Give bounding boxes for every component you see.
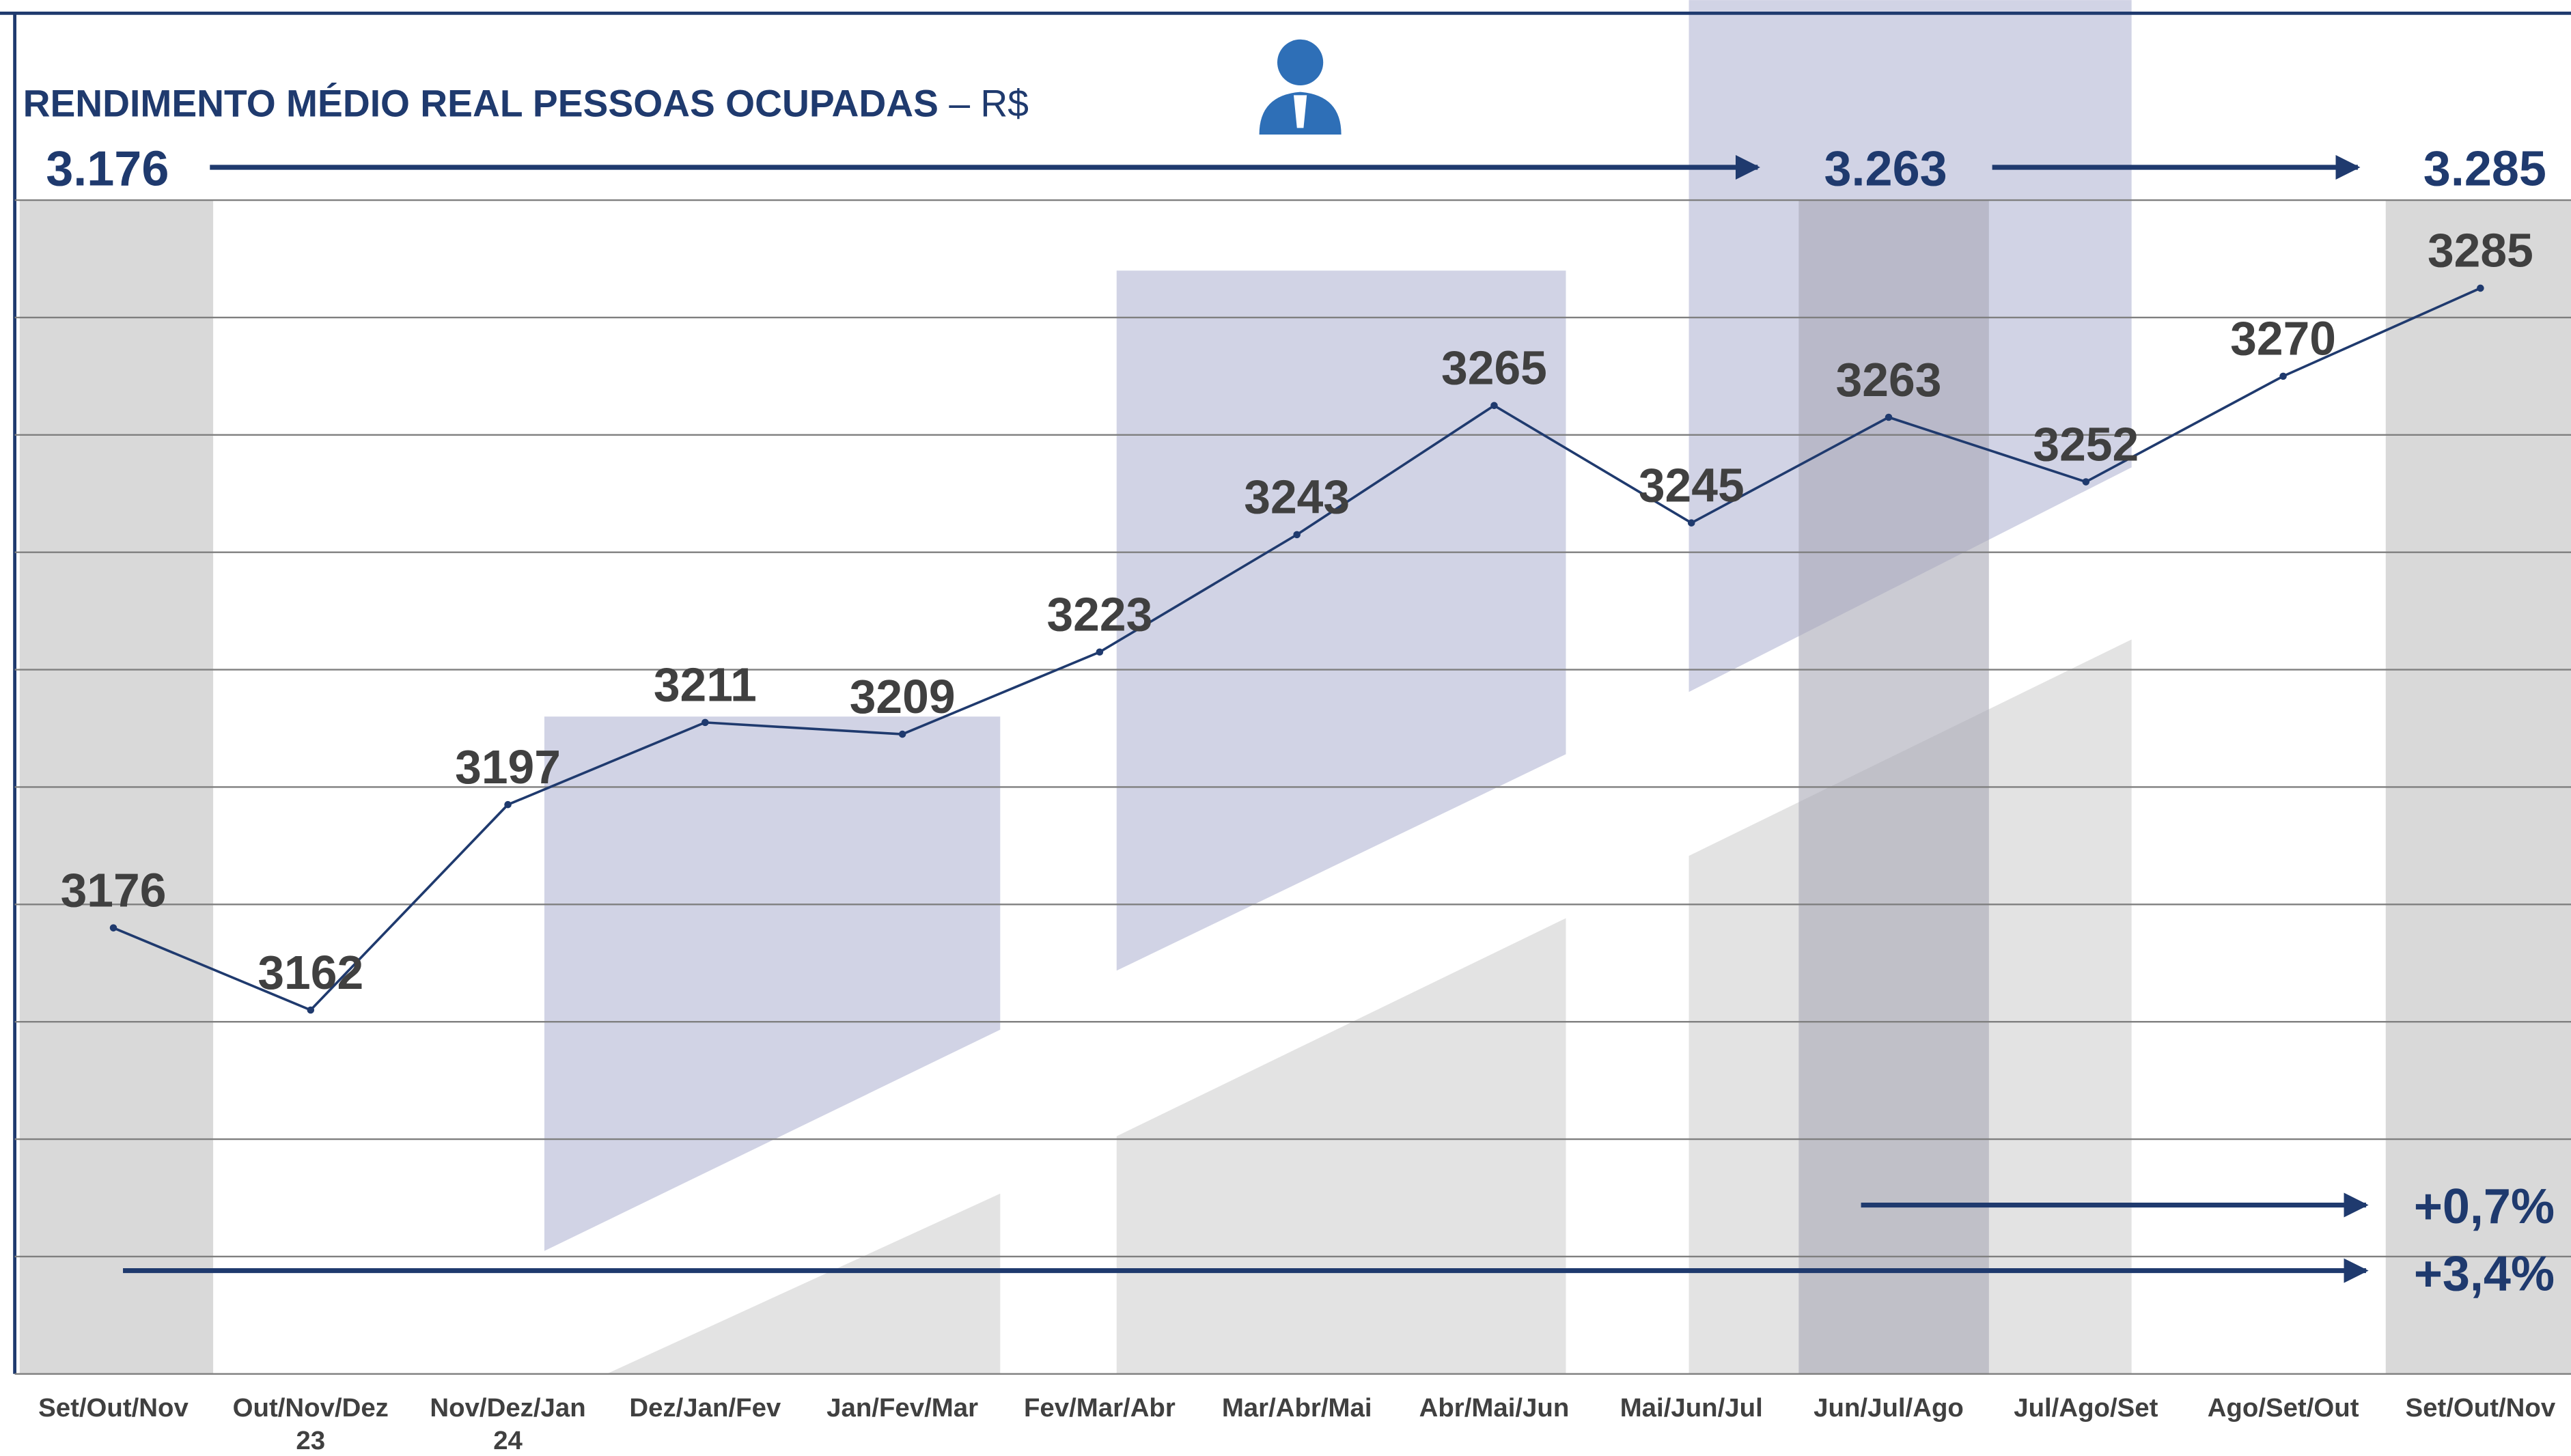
point — [109, 924, 117, 932]
point — [1293, 531, 1301, 539]
x-tick-label: Mai/Jun/Jul — [1620, 1393, 1763, 1423]
person-icon — [1259, 39, 1342, 135]
x-tick-label: Jul/Ago/Set — [2014, 1393, 2158, 1423]
data-label: 3245 — [1639, 458, 1745, 512]
point — [1885, 413, 1893, 421]
annotation-mid: 3.263 — [1824, 141, 1947, 196]
annotation-start: 3.176 — [46, 141, 169, 196]
point — [307, 1006, 315, 1014]
grid — [14, 199, 2571, 1375]
point — [1687, 519, 1695, 527]
annotation-change-long: +3,4% — [2414, 1246, 2555, 1301]
x-tick-label: Jun/Jul/Ago — [1813, 1393, 1964, 1423]
x-tick-label: Set/Out/Nov — [38, 1393, 189, 1423]
plot: Set/Out/Nov Out/Nov/Dez 23 Nov/Dez/Jan 24 Dez… — [38, 224, 2556, 1455]
x-tick-label: Set/Out/Nov — [2406, 1393, 2556, 1423]
x-tick-label: Abr/Mai/Jun — [1419, 1393, 1570, 1423]
point — [2477, 284, 2484, 292]
point — [2082, 478, 2090, 486]
point — [1096, 648, 1104, 656]
data-label: 3270 — [2230, 312, 2336, 365]
background-decor — [19, 0, 2571, 1374]
chart-title: RENDIMENTO MÉDIO REAL PESSOAS OCUPADAS –… — [23, 83, 1029, 125]
data-label: 3162 — [258, 946, 363, 999]
data-label: 3209 — [850, 670, 956, 723]
annotation-change-short: +0,7% — [2414, 1179, 2555, 1234]
x-tick-label: Ago/Set/Out — [2208, 1393, 2359, 1423]
x-tick-label: Nov/Dez/Jan 24 — [430, 1393, 585, 1455]
data-label: 3285 — [2428, 224, 2533, 277]
x-tick-label: Jan/Fev/Mar — [826, 1393, 978, 1423]
point — [701, 718, 709, 727]
x-tick-label: Out/Nov/Dez 23 — [233, 1393, 389, 1455]
x-tick-label: Dez/Jan/Fev — [629, 1393, 781, 1423]
title-unit: – R$ — [949, 83, 1029, 125]
data-label: 3223 — [1046, 588, 1152, 641]
data-label: 3265 — [1441, 341, 1547, 395]
x-tick-label: Fev/Mar/Abr — [1024, 1393, 1176, 1423]
point — [898, 730, 906, 738]
data-label: 3197 — [455, 740, 561, 794]
data-label: 3243 — [1244, 471, 1350, 524]
point — [1490, 402, 1498, 410]
data-label: 3176 — [61, 863, 167, 916]
point — [504, 800, 512, 809]
point — [2279, 372, 2287, 380]
data-label: 3263 — [1836, 353, 1942, 406]
data-label: 3252 — [2033, 417, 2139, 471]
annotation-end: 3.285 — [2423, 141, 2546, 196]
x-tick-label: Mar/Abr/Mai — [1222, 1393, 1372, 1423]
data-label: 3211 — [654, 658, 757, 712]
title-main: RENDIMENTO MÉDIO REAL PESSOAS OCUPADAS — [23, 83, 939, 125]
